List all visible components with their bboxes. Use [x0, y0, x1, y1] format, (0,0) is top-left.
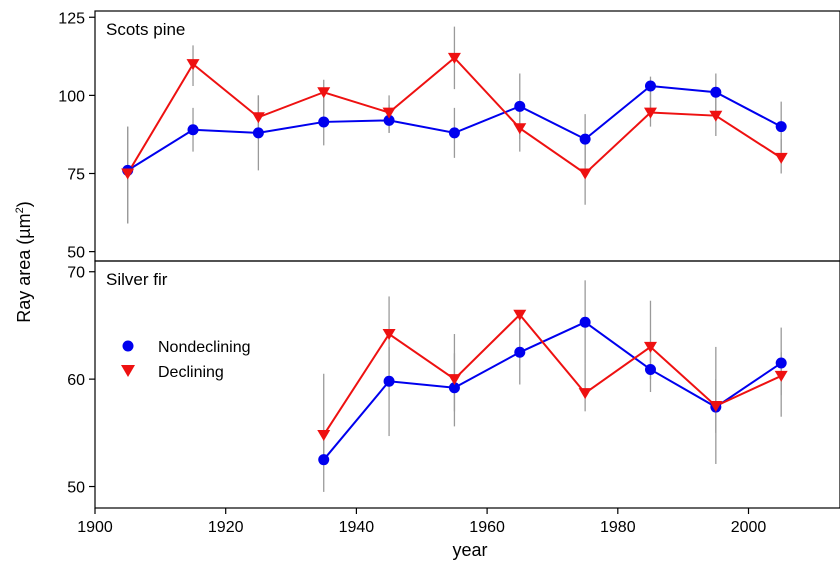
data-point-declining [447, 374, 461, 386]
data-point-nondeclining [514, 100, 526, 112]
y-tick-label: 100 [58, 88, 85, 105]
data-point-declining [317, 87, 331, 99]
y-tick-label: 50 [67, 245, 85, 262]
y-axis-scots-pine: 50 75 100 125 [58, 10, 95, 262]
data-point-declining [513, 309, 527, 321]
data-point-nondeclining [187, 124, 199, 136]
plot-area-scots-pine [121, 26, 788, 224]
data-point-nondeclining [514, 346, 526, 358]
panel-frame [94, 10, 840, 262]
y-tick-label: 125 [58, 10, 85, 27]
data-point-nondeclining [448, 382, 460, 394]
data-point-nondeclining [644, 363, 656, 375]
data-point-nondeclining [775, 357, 787, 369]
y-tick-label: 50 [67, 480, 85, 497]
panel-scots-pine: Scots pine [94, 10, 840, 262]
legend: Nondeclining Declining [121, 339, 251, 381]
data-point-declining [709, 110, 723, 122]
data-point-declining [186, 59, 200, 71]
data-point-declining [774, 370, 788, 382]
x-tick-label: 1960 [469, 519, 505, 536]
data-point-nondeclining [644, 80, 656, 92]
data-point-declining [382, 107, 396, 119]
data-point-nondeclining [318, 116, 330, 128]
data-point-nondeclining [383, 114, 395, 126]
x-tick-label: 2000 [731, 519, 767, 536]
data-point-nondeclining [579, 133, 591, 145]
plot-area-silver-fir [317, 280, 788, 492]
data-point-declining [251, 112, 265, 124]
y-axis-title: Ray area (µm2) [14, 201, 34, 323]
series-line-declining [322, 313, 782, 436]
data-point-declining [513, 123, 527, 135]
series-line-nondeclining [322, 321, 782, 461]
data-point-declining [447, 52, 461, 64]
x-tick-label: 1940 [339, 519, 375, 536]
y-tick-label: 60 [67, 372, 85, 389]
x-tick-label: 1900 [77, 519, 113, 536]
data-point-nondeclining [252, 127, 264, 139]
data-point-nondeclining [775, 121, 787, 133]
data-point-declining [578, 388, 592, 400]
x-axis: 1900 1920 1940 1960 1980 2000 [77, 508, 766, 536]
data-point-nondeclining [383, 375, 395, 387]
data-point-declining [578, 168, 592, 180]
panel-label-scots-pine: Scots pine [106, 20, 185, 39]
panel-silver-fir: Silver fir [94, 260, 840, 509]
panel-label-silver-fir: Silver fir [106, 270, 168, 289]
x-tick-label: 1980 [600, 519, 636, 536]
y-axis-title-superscript: 2 [14, 207, 26, 213]
x-axis-title: year [452, 540, 487, 560]
legend-label-nondeclining: Nondeclining [158, 339, 251, 356]
y-tick-label: 75 [67, 167, 85, 184]
y-tick-label: 70 [67, 265, 85, 282]
panel-frame [94, 260, 840, 509]
data-point-declining [382, 329, 396, 341]
data-point-declining [774, 152, 788, 164]
data-point-declining [643, 341, 657, 353]
data-point-declining [121, 168, 135, 180]
legend-marker-declining [121, 365, 135, 377]
data-point-declining [709, 400, 723, 412]
y-axis-silver-fir: 50 60 70 [67, 265, 95, 497]
data-point-declining [643, 107, 657, 119]
data-point-nondeclining [579, 316, 591, 328]
y-axis-title-main: Ray area (µm [14, 213, 34, 322]
data-point-nondeclining [448, 127, 460, 139]
x-tick-label: 1920 [208, 519, 244, 536]
legend-label-declining: Declining [158, 364, 224, 381]
y-axis-title-close: ) [14, 201, 34, 207]
data-point-nondeclining [710, 86, 722, 98]
data-point-declining [317, 429, 331, 441]
data-point-nondeclining [318, 454, 330, 466]
legend-marker-nondeclining [122, 340, 134, 352]
